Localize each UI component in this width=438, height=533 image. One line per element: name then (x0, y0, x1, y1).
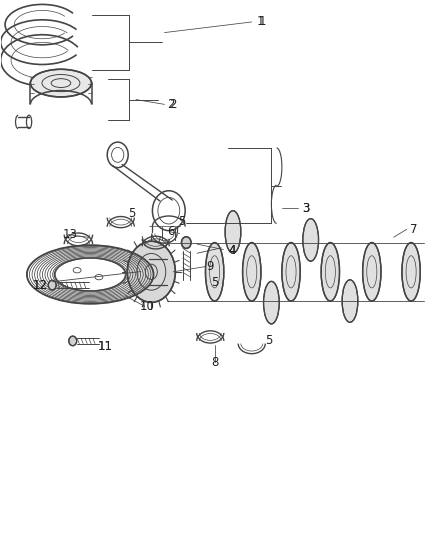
Text: 12: 12 (32, 279, 47, 292)
Text: 7: 7 (410, 223, 417, 236)
Ellipse shape (363, 243, 381, 301)
Text: 11: 11 (98, 340, 113, 353)
Text: 10: 10 (140, 300, 155, 313)
Ellipse shape (264, 281, 279, 324)
Text: 5: 5 (128, 207, 135, 220)
Text: 4: 4 (228, 244, 236, 257)
Text: 4: 4 (228, 244, 236, 257)
Ellipse shape (243, 243, 261, 301)
Text: 5: 5 (265, 334, 273, 348)
Text: 5: 5 (211, 276, 218, 289)
Text: 3: 3 (303, 201, 310, 214)
Ellipse shape (402, 243, 420, 301)
Text: 3: 3 (303, 201, 310, 214)
Text: 8: 8 (211, 356, 218, 369)
Text: 13: 13 (63, 228, 78, 241)
Text: 11: 11 (98, 340, 113, 353)
Text: 6: 6 (167, 225, 175, 238)
Ellipse shape (342, 280, 358, 322)
Ellipse shape (303, 219, 318, 261)
Ellipse shape (30, 69, 92, 97)
Text: 2: 2 (170, 98, 177, 111)
Ellipse shape (127, 241, 175, 302)
Ellipse shape (225, 211, 241, 253)
Text: 2: 2 (167, 98, 175, 111)
Text: 12: 12 (32, 279, 47, 292)
Ellipse shape (282, 243, 300, 301)
Text: 5: 5 (178, 215, 186, 228)
Ellipse shape (69, 336, 77, 346)
Ellipse shape (48, 280, 56, 290)
Text: 1: 1 (257, 15, 264, 28)
Text: 9: 9 (207, 260, 214, 273)
Ellipse shape (181, 237, 191, 248)
Ellipse shape (321, 243, 339, 301)
Text: 1: 1 (259, 15, 266, 28)
Ellipse shape (205, 243, 224, 301)
